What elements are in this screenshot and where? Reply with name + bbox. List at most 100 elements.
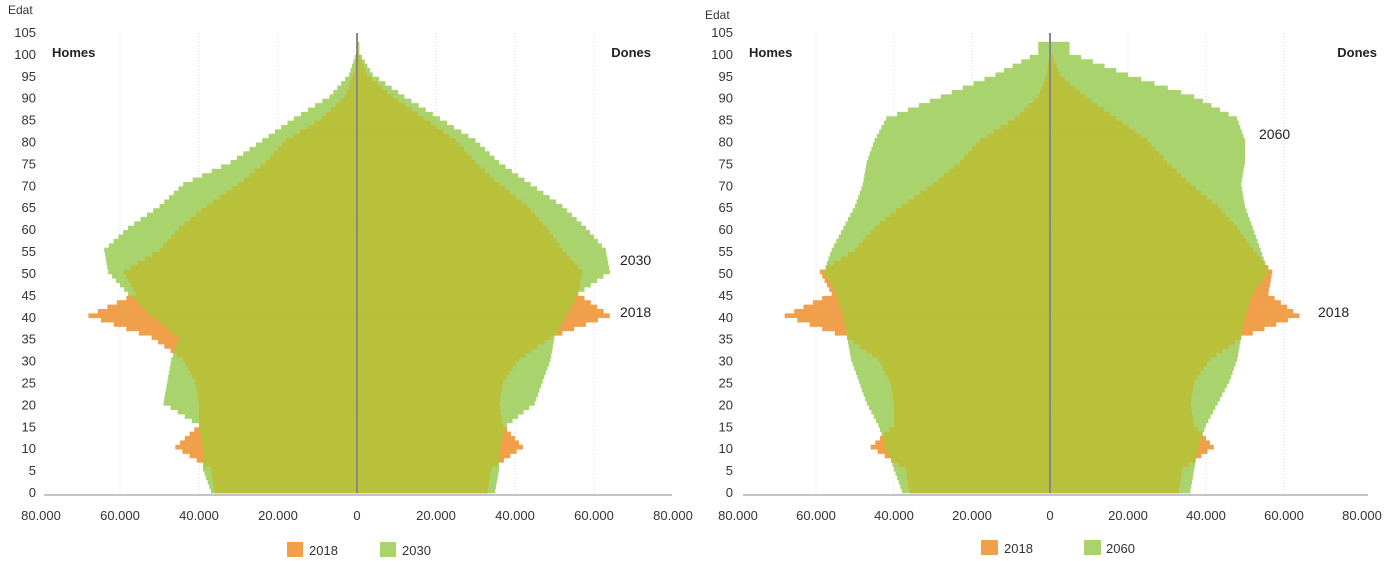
bar-overlap-dones (357, 357, 519, 362)
bar-overlap-homes (184, 221, 357, 227)
legend-label-2018: 2018 (1004, 541, 1033, 556)
bar-overlap-homes (335, 103, 357, 108)
bar-overlap-homes (354, 68, 357, 73)
pyramid-panel-2060: Edat 0 5 10 15 20 25 30 35 40 45 50 55 60 65 70 75 80 85 9… (705, 8, 1382, 556)
x-tick-label: 80.000 (1342, 508, 1382, 523)
bar-overlap-dones (1050, 352, 1217, 358)
bar-overlap-homes (152, 252, 357, 257)
bar-overlap-dones (357, 252, 567, 257)
bar-overlap-homes (126, 273, 357, 279)
bar-overlap-dones (357, 453, 500, 459)
bar-overlap-dones (1050, 203, 1218, 209)
bar-overlap-dones (357, 273, 582, 279)
y-tick-label: 85 (22, 113, 36, 128)
bar-2060-homes (886, 116, 1050, 121)
bar-overlap-dones (357, 151, 468, 156)
bar-overlap-homes (190, 217, 357, 222)
bar-overlap-homes (1041, 85, 1050, 91)
bar-overlap-homes (142, 304, 357, 310)
bar-2060-dones (1050, 46, 1070, 51)
bar-overlap-homes (975, 142, 1050, 148)
bar-overlap-dones (1050, 313, 1245, 319)
bar-overlap-homes (249, 173, 357, 178)
bar-overlap-dones (1050, 107, 1104, 113)
bar-overlap-dones (357, 401, 500, 406)
bar-overlap-dones (1050, 300, 1250, 305)
bar-2060-homes (908, 107, 1050, 113)
bar-overlap-homes (889, 453, 1050, 459)
bar-overlap-homes (886, 444, 1050, 450)
bar-overlap-dones (357, 208, 531, 213)
bar-overlap-dones (357, 374, 507, 380)
bar-overlap-homes (1047, 63, 1050, 69)
bar-2030-homes (345, 76, 357, 82)
bar-overlap-homes (206, 203, 357, 209)
bar-overlap-dones (357, 422, 504, 428)
bar-overlap-homes (133, 287, 357, 292)
bar-2060-homes (897, 111, 1050, 117)
legend: 2018 2030 (287, 542, 431, 558)
bar-overlap-homes (943, 173, 1050, 178)
bar-overlap-dones (1050, 190, 1202, 196)
bar-overlap-dones (357, 330, 557, 336)
bar-overlap-homes (889, 427, 1050, 432)
bar-overlap-dones (1050, 484, 1180, 489)
bar-overlap-dones (1050, 488, 1179, 494)
bar-overlap-dones (357, 243, 560, 248)
bar-2060-dones (1050, 107, 1221, 113)
bar-overlap-dones (1050, 63, 1057, 69)
bar-overlap-homes (187, 365, 357, 371)
homes-label: Homes (52, 45, 95, 60)
bar-overlap-homes (872, 352, 1050, 358)
bar-overlap-dones (1050, 282, 1260, 288)
bar-overlap-homes (285, 138, 357, 143)
bar-overlap-homes (270, 155, 357, 161)
legend: 2018 2060 (981, 540, 1135, 556)
bar-overlap-homes (844, 322, 1050, 327)
bar-overlap-homes (266, 160, 357, 165)
bar-overlap-homes (146, 309, 357, 314)
bar-overlap-dones (357, 72, 367, 78)
bar-overlap-homes (926, 186, 1050, 192)
bar-overlap-dones (1050, 238, 1247, 244)
bar-overlap-homes (823, 269, 1050, 275)
bar-overlap-homes (908, 199, 1050, 205)
bar-2060-homes (1038, 46, 1050, 51)
bar-2060-homes (929, 98, 1050, 104)
bar-overlap-dones (357, 234, 553, 240)
bar-overlap-homes (887, 449, 1050, 454)
bar-overlap-dones (357, 265, 579, 270)
y-tick-label: 20 (719, 397, 733, 412)
bar-overlap-dones (1050, 348, 1223, 354)
y-tick-label: 55 (22, 244, 36, 259)
x-tick-labels: 80.000 60.000 40.000 20.000 0 20.000 40.000 60.… (718, 508, 1382, 523)
bar-overlap-homes (964, 155, 1050, 161)
bar-overlap-homes (212, 475, 357, 481)
bar-overlap-dones (1050, 370, 1201, 376)
bar-overlap-dones (357, 160, 476, 165)
bar-overlap-homes (214, 484, 357, 489)
bar-overlap-homes (907, 475, 1050, 481)
bar-overlap-dones (1050, 151, 1160, 156)
bar-overlap-homes (293, 133, 357, 139)
bar-overlap-dones (1050, 401, 1191, 406)
bar-overlap-homes (896, 208, 1050, 213)
bar-overlap-dones (357, 383, 503, 389)
bar-overlap-homes (892, 392, 1050, 397)
bar-overlap-dones (1050, 256, 1261, 262)
y-tick-label: 50 (719, 266, 733, 281)
bar-overlap-dones (357, 256, 571, 262)
bar-overlap-dones (357, 225, 547, 231)
bar-overlap-dones (1050, 291, 1253, 297)
bar-2060-dones (1050, 72, 1128, 78)
bar-overlap-dones (1050, 361, 1207, 367)
bar-overlap-homes (898, 462, 1050, 468)
bar-overlap-dones (357, 300, 574, 305)
bar-overlap-dones (1050, 173, 1182, 178)
bar-overlap-dones (1050, 471, 1182, 476)
bar-overlap-homes (949, 168, 1050, 174)
bar-overlap-dones (357, 479, 489, 485)
y-tick-label: 60 (719, 222, 733, 237)
bar-overlap-homes (993, 129, 1050, 135)
bar-overlap-homes (198, 396, 357, 402)
